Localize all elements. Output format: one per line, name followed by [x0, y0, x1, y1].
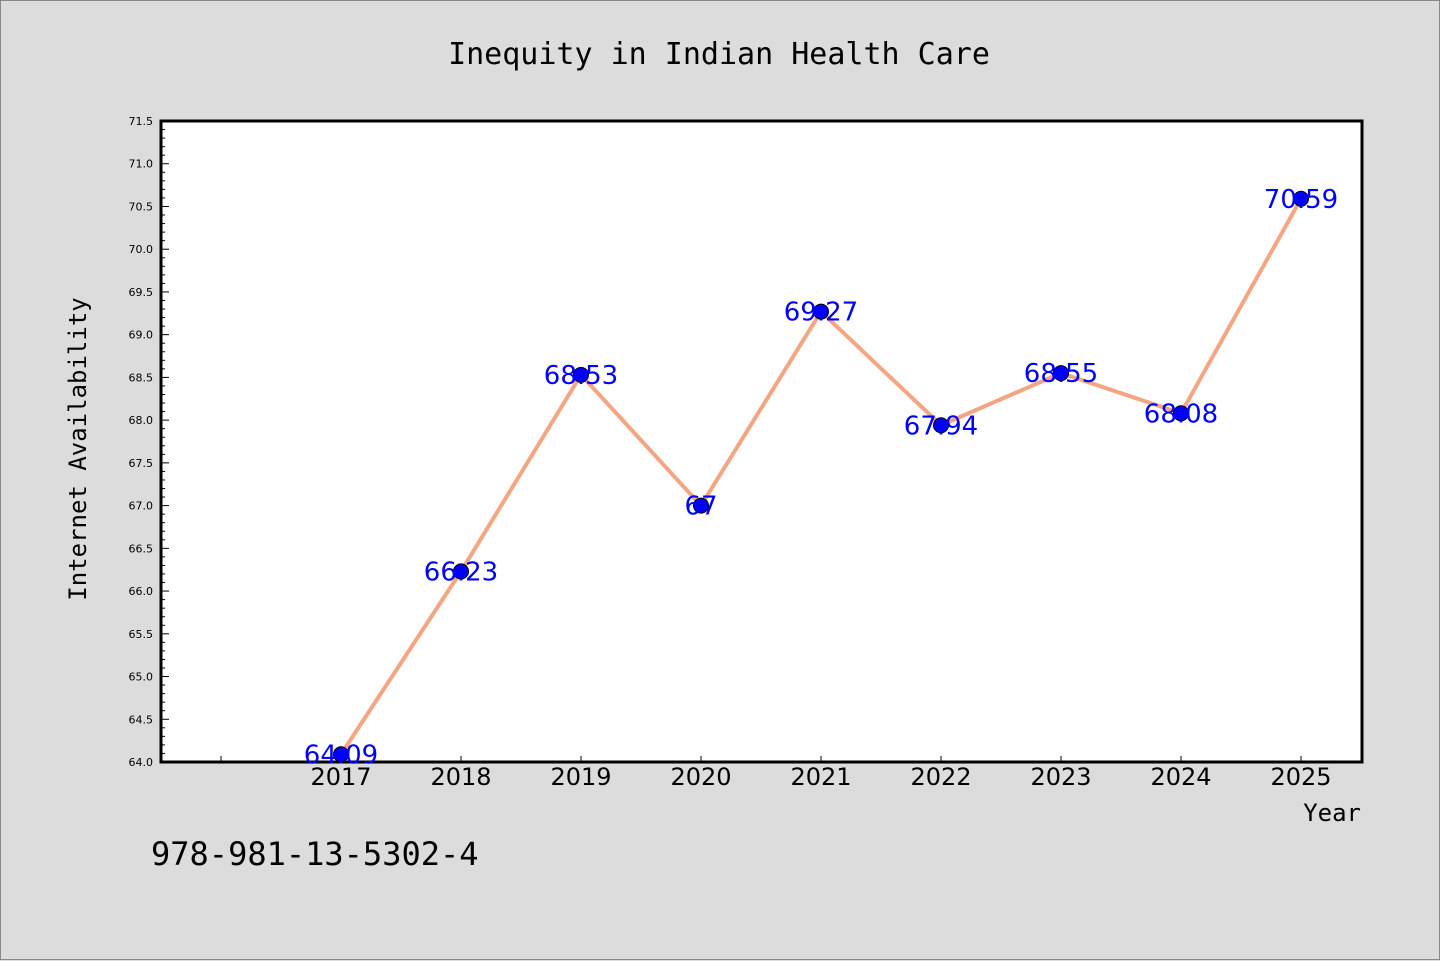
y-tick-label: 69.5 [129, 286, 154, 299]
y-tick-label: 67.0 [129, 500, 154, 513]
data-label: 68.55 [1024, 359, 1098, 389]
y-tick-label: 71.5 [129, 115, 154, 128]
y-tick-label: 65.5 [129, 628, 154, 641]
x-tick-label: 2023 [1030, 763, 1091, 791]
y-tick-label: 66.0 [129, 585, 154, 598]
x-tick-label: 2022 [910, 763, 971, 791]
data-point [333, 746, 349, 763]
data-label: 67 [684, 492, 717, 522]
y-tick-label: 67.5 [129, 457, 154, 470]
x-axis: 2017 2018 2019 2020 2021 2022 2023 2024 2025 [220, 756, 1332, 791]
data-label: 68.08 [1144, 399, 1218, 429]
x-tick-label: 2021 [790, 763, 851, 791]
data-point [453, 563, 469, 580]
y-tick-label: 65.0 [129, 671, 154, 684]
plot-area [159, 119, 1364, 764]
data-label: 70.59 [1264, 185, 1338, 215]
y-tick-label: 70.5 [129, 200, 154, 213]
x-tick-label: 2024 [1150, 763, 1211, 791]
data-label: 67.94 [904, 411, 978, 441]
y-axis: 64.0 64.5 65.0 65.5 66.0 66.5 67.0 67.5 68.0 68.5… [129, 115, 169, 769]
data-point [573, 366, 589, 383]
data-point [933, 417, 949, 434]
data-point [1173, 405, 1189, 422]
y-tick-label: 64.5 [129, 713, 154, 726]
x-tick-label: 2025 [1270, 763, 1331, 791]
data-point [1053, 365, 1069, 382]
x-tick-label: 2020 [670, 763, 731, 791]
y-tick-label: 64.0 [129, 756, 154, 769]
data-labels-group: 64.09 66.23 68.53 67 69.27 67.94 68.55 68.08 70.… [304, 185, 1338, 771]
data-label: 69.27 [784, 298, 858, 328]
data-label: 64.09 [304, 740, 378, 770]
data-label: 66.23 [424, 557, 498, 587]
chart-title: Inequity in Indian Health Care [448, 37, 990, 72]
y-tick-label: 66.5 [129, 542, 154, 555]
markers-group [333, 190, 1309, 763]
data-point [1293, 190, 1309, 207]
y-tick-label: 71.0 [129, 158, 154, 171]
y-axis-title: Internet Availability [64, 297, 92, 600]
y-tick-label: 70.0 [129, 243, 154, 256]
data-point [813, 303, 829, 320]
x-tick-label: 2019 [550, 763, 611, 791]
x-tick-label: 2017 [310, 763, 371, 791]
y-tick-label: 69.0 [129, 329, 154, 342]
data-point [693, 497, 709, 514]
data-label: 68.53 [544, 361, 618, 391]
y-tick-label: 68.0 [129, 414, 154, 427]
y-tick-label: 68.5 [129, 371, 154, 384]
isbn-text: 978-981-13-5302-4 [151, 835, 479, 873]
x-tick-label: 2018 [430, 763, 491, 791]
x-axis-title: Year [1303, 799, 1361, 827]
